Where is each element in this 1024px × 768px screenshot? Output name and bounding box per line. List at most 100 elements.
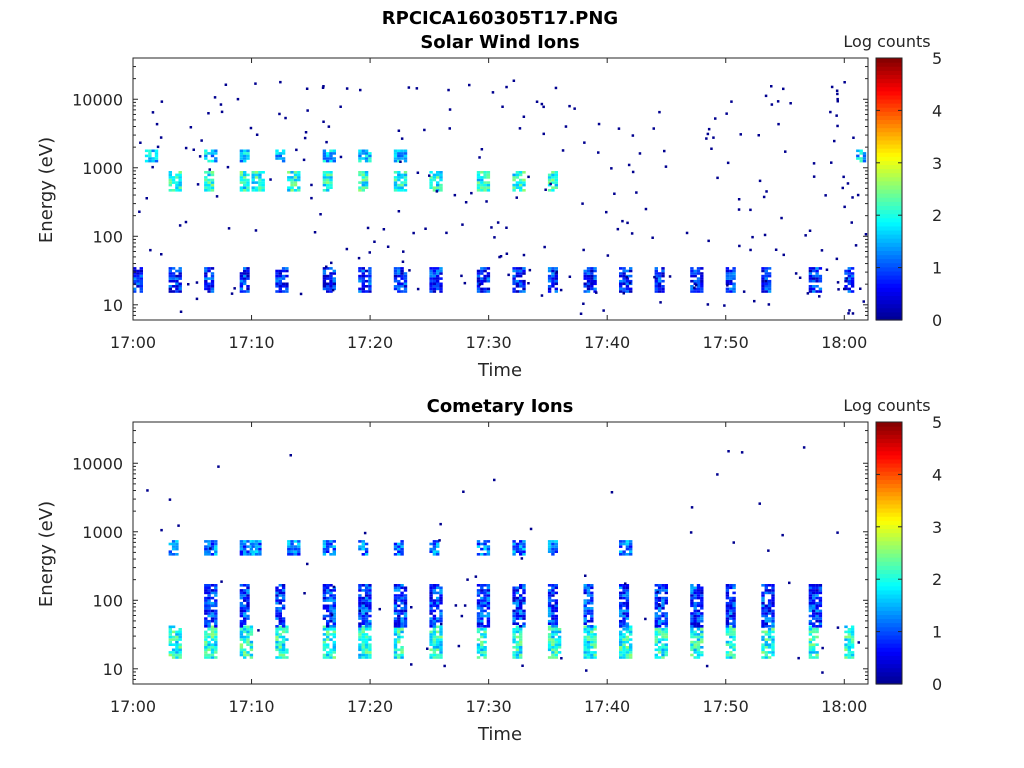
- heatmap-cell: [547, 604, 552, 608]
- heatmap-cell: [499, 255, 503, 258]
- heatmap-cell: [329, 181, 333, 184]
- heatmap-cell: [278, 269, 282, 273]
- heatmap-cell: [850, 640, 855, 644]
- heatmap-cell: [207, 594, 211, 597]
- heatmap-cell: [358, 584, 362, 587]
- heatmap-cell: [820, 249, 824, 252]
- heatmap-cell: [836, 531, 839, 534]
- heatmap-cell: [393, 183, 398, 187]
- colorbar-segment: [876, 103, 902, 108]
- heatmap-cell: [690, 272, 694, 275]
- heatmap-cell: [332, 640, 336, 644]
- heatmap-cell: [522, 171, 526, 174]
- heatmap-cell: [243, 619, 247, 623]
- heatmap-cell: [657, 651, 662, 654]
- colorbar-segment: [876, 209, 902, 215]
- colorbar-segment: [876, 311, 902, 317]
- heatmap-cell: [661, 648, 665, 652]
- heatmap-cell: [281, 269, 286, 273]
- heatmap-cell: [364, 628, 369, 631]
- heatmap-cell: [436, 630, 440, 634]
- heatmap-cell: [281, 149, 286, 153]
- heatmap-cell: [403, 604, 408, 608]
- heatmap-cell: [764, 287, 768, 291]
- heatmap-cell: [178, 272, 182, 275]
- heatmap-cell: [136, 274, 140, 278]
- heatmap-cell: [726, 284, 729, 287]
- heatmap-cell: [738, 244, 741, 248]
- colorbar-segment: [876, 565, 902, 570]
- heatmap-cell: [281, 607, 286, 610]
- heatmap-cell: [696, 604, 701, 608]
- heatmap-cell: [480, 189, 484, 192]
- heatmap-cell: [322, 282, 327, 286]
- heatmap-cell: [204, 277, 208, 280]
- heatmap-cell: [249, 545, 254, 548]
- heatmap-cell: [547, 176, 552, 179]
- heatmap-cell: [654, 643, 658, 646]
- heatmap-cell: [278, 628, 282, 631]
- heatmap-cell: [767, 617, 772, 620]
- heatmap-cell: [439, 290, 443, 293]
- heatmap-cell: [275, 596, 279, 600]
- colorbar-segment: [876, 602, 902, 607]
- colorbar-segment: [876, 557, 902, 562]
- heatmap-cell: [171, 542, 176, 546]
- heatmap-cell: [593, 287, 597, 291]
- heatmap-cell: [361, 279, 365, 283]
- heatmap-cell: [622, 292, 625, 295]
- heatmap-cell: [243, 609, 247, 613]
- heatmap-cell: [329, 594, 333, 597]
- heatmap-cell: [439, 589, 443, 592]
- heatmap-cell: [725, 612, 730, 615]
- heatmap-cell: [847, 290, 851, 293]
- colorbar-segment: [876, 434, 902, 439]
- colorbar-segment: [876, 462, 902, 468]
- heatmap-cell: [664, 614, 668, 618]
- colorbar-segment: [876, 217, 902, 223]
- heatmap-cell: [364, 651, 369, 654]
- heatmap-cell: [843, 205, 846, 209]
- heatmap-cell: [582, 248, 585, 252]
- heatmap-cell: [214, 149, 218, 153]
- heatmap-cell: [690, 630, 694, 634]
- heatmap-cell: [136, 272, 140, 275]
- heatmap-cell: [207, 646, 211, 649]
- heatmap-cell: [693, 646, 697, 649]
- heatmap-cell: [192, 148, 195, 151]
- heatmap-cell: [664, 619, 668, 623]
- heatmap-cell: [239, 189, 244, 192]
- heatmap-cell: [175, 540, 179, 543]
- heatmap-cell: [654, 640, 658, 644]
- heatmap-cell: [332, 269, 336, 273]
- heatmap-cell: [278, 287, 282, 291]
- heatmap-cell: [361, 625, 365, 629]
- heatmap-cell: [693, 607, 697, 610]
- heatmap-cell: [619, 643, 623, 646]
- heatmap-cell: [476, 638, 481, 641]
- heatmap-cell: [654, 612, 658, 615]
- heatmap-cell: [393, 171, 398, 174]
- heatmap-cell: [139, 267, 143, 270]
- heatmap-cell: [700, 594, 704, 597]
- heatmap-cell: [278, 274, 282, 278]
- heatmap-cell: [326, 599, 330, 602]
- heatmap-cell: [138, 210, 141, 213]
- heatmap-cell: [275, 277, 279, 280]
- heatmap-cell: [332, 643, 336, 646]
- heatmap-cell: [657, 282, 662, 286]
- heatmap-cell: [325, 265, 328, 268]
- heatmap-cell: [246, 178, 250, 182]
- heatmap-cell: [622, 617, 626, 620]
- heatmap-cell: [393, 267, 398, 270]
- heatmap-cell: [862, 152, 867, 155]
- heatmap-cell: [285, 625, 289, 629]
- heatmap-cell: [281, 285, 286, 288]
- heatmap-cell: [654, 648, 658, 652]
- heatmap-cell: [850, 628, 855, 631]
- heatmap-cell: [175, 646, 179, 649]
- heatmap-cell: [652, 127, 655, 130]
- heatmap-cell: [295, 148, 298, 152]
- heatmap-cell: [625, 275, 629, 279]
- heatmap-cell: [275, 607, 279, 610]
